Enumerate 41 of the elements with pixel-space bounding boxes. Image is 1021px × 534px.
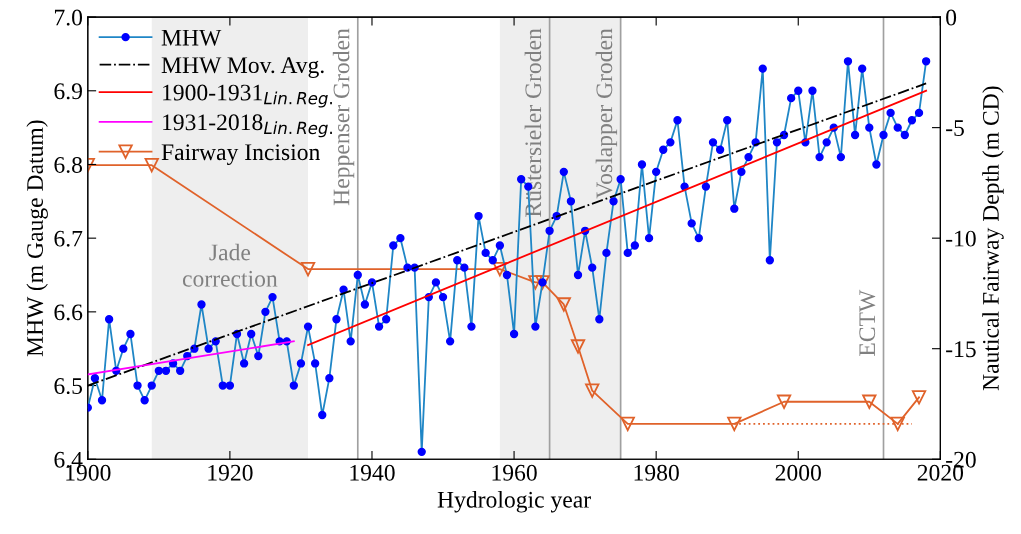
- point: [911, 390, 927, 405]
- legend-label: 1900-1931$_{Lin.Reg.}$: [163, 84, 332, 108]
- point: [890, 416, 905, 432]
- y-tick-label: 6.5: [54, 378, 83, 395]
- x-tick-label: 1980: [634, 464, 679, 481]
- point: [727, 416, 742, 432]
- y-tick-label: 6.7: [54, 230, 83, 247]
- y-tick-label: 6.6: [54, 304, 83, 321]
- y-axis-title: MHW (m Gauge Datum): [26, 120, 48, 357]
- band-label: Jade correction: [182, 243, 278, 287]
- point: [862, 394, 877, 409]
- point: [144, 158, 159, 173]
- point: [776, 394, 792, 409]
- y2-tick-label: -5: [946, 120, 964, 137]
- y-tick-label: 6.9: [54, 83, 82, 100]
- legend-label: MHW Mov. Avg.: [161, 57, 324, 78]
- point: [585, 383, 600, 398]
- legend-label: MHW: [161, 29, 222, 46]
- ref-line-label: Voslapper Groden: [595, 28, 618, 199]
- point: [620, 416, 635, 432]
- point: [556, 297, 571, 312]
- y2-axis-title: Nautical Fairway Depth (m CD): [982, 86, 1004, 391]
- legend-label: 1931-2018$_{Lin.Reg.}$: [163, 114, 332, 138]
- point: [528, 275, 543, 290]
- x-tick-label: 1960: [492, 464, 537, 481]
- point: [300, 261, 316, 277]
- x-tick-label: 1940: [350, 464, 395, 481]
- ref-line-label: Heppenser Groden: [332, 28, 355, 206]
- ref-line-label: Rüstersieler Groden: [524, 28, 542, 217]
- point: [492, 261, 508, 277]
- y-tick-label: 7.0: [54, 9, 83, 26]
- point: [570, 339, 586, 354]
- x-tick-label: 1920: [208, 464, 253, 481]
- x-axis-title: Hydrologic year: [437, 491, 591, 513]
- y-tick-label: 6.8: [54, 156, 83, 173]
- legend-label: Fairway Incision: [161, 144, 320, 165]
- ref-line-label: ECTW: [859, 289, 876, 356]
- y2-tick-label: 0: [946, 9, 957, 26]
- y2-tick-label: -10: [946, 230, 976, 247]
- x-tick-label: 2000: [775, 464, 821, 481]
- y2-tick-label: -15: [946, 341, 976, 358]
